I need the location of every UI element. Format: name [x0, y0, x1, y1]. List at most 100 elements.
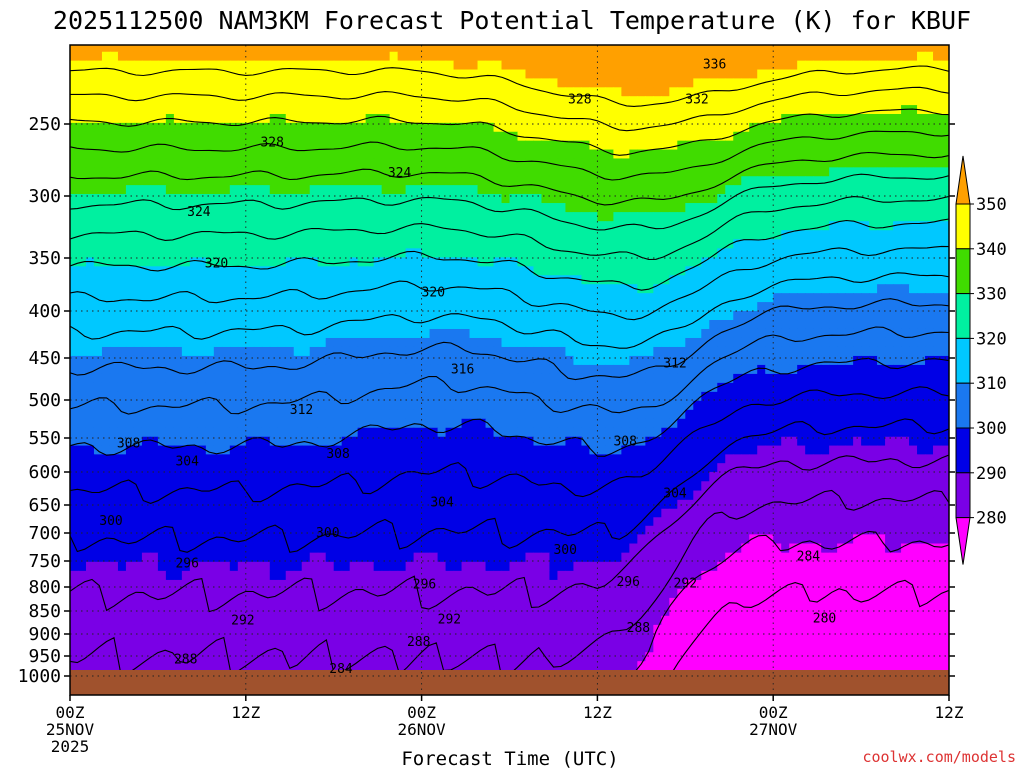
band-cell [469, 60, 479, 71]
band-cell [845, 266, 854, 276]
band-cell [605, 230, 614, 240]
band-cell [117, 51, 127, 62]
band-cell [669, 311, 678, 321]
band-cell [405, 69, 415, 80]
band-cell [941, 113, 949, 124]
band-cell [70, 176, 79, 186]
band-cell [117, 140, 127, 151]
band-cell [101, 293, 111, 303]
band-cell [541, 45, 551, 53]
band-cell [821, 355, 830, 366]
band-cell [477, 302, 487, 312]
band-cell [109, 167, 119, 177]
band-cell [333, 266, 343, 276]
band-cell [637, 149, 646, 160]
band-cell [357, 78, 367, 88]
band-cell [725, 122, 734, 133]
band-cell [877, 203, 886, 213]
band-cell [189, 69, 199, 80]
band-cell [221, 69, 231, 80]
band-cell [933, 60, 942, 71]
band-cell [422, 34, 431, 43]
band-cell [117, 302, 127, 312]
band-cell [573, 257, 583, 267]
band-cell [853, 275, 862, 285]
band-cell [725, 248, 734, 258]
band-cell [557, 266, 567, 276]
band-cell [565, 149, 575, 160]
band-cell [509, 284, 519, 294]
band-cell [437, 96, 447, 106]
band-cell [205, 275, 215, 285]
band-cell [925, 212, 934, 222]
band-cell [477, 230, 487, 240]
band-cell [405, 257, 415, 267]
band-cell [845, 230, 854, 240]
band-cell [205, 113, 215, 124]
band-cell [773, 105, 782, 115]
band-cell [381, 194, 391, 204]
band-cell [341, 105, 351, 115]
band-cell [269, 158, 279, 168]
band-cell [581, 284, 591, 294]
band-cell [605, 131, 614, 142]
band-cell [541, 78, 551, 88]
band-cell [749, 257, 758, 267]
band-cell [165, 275, 175, 285]
band-cell [933, 293, 942, 303]
band-cell [229, 230, 239, 240]
band-cell [565, 69, 575, 80]
band-cell [861, 158, 870, 168]
band-cell [133, 45, 143, 53]
band-cell [797, 203, 806, 213]
band-cell [853, 185, 862, 195]
band-cell [445, 185, 455, 195]
band-cell [93, 69, 103, 80]
band-cell [205, 149, 215, 160]
band-cell [813, 275, 822, 285]
band-cell [709, 60, 718, 71]
band-cell [733, 194, 742, 204]
band-cell [645, 328, 654, 339]
band-cell [501, 221, 511, 231]
band-cell [765, 337, 774, 348]
band-cell [757, 176, 766, 186]
band-cell [437, 248, 447, 258]
band-cell [701, 176, 710, 186]
band-cell [181, 311, 191, 321]
band-cell [261, 239, 271, 249]
band-cell [389, 293, 399, 303]
band-cell [149, 122, 159, 133]
band-cell [501, 346, 511, 357]
band-cell [501, 328, 511, 339]
band-cell [821, 239, 830, 249]
band-cell [93, 302, 103, 312]
band-cell [261, 131, 271, 142]
band-cell [133, 51, 143, 62]
band-cell [421, 113, 431, 124]
band-cell [325, 96, 335, 106]
band-cell [197, 167, 207, 177]
band-cell [781, 185, 790, 195]
band-cell [269, 337, 279, 348]
band-cell [565, 78, 575, 88]
band-cell [374, 34, 383, 43]
band-cell [109, 203, 119, 213]
band-cell [589, 212, 598, 222]
band-cell [933, 69, 942, 80]
band-cell [597, 78, 606, 88]
band-cell [845, 149, 854, 160]
band-cell [133, 328, 143, 339]
band-cell [501, 355, 511, 366]
band-cell [893, 293, 902, 303]
band-cell [677, 34, 686, 43]
band-cell [149, 131, 159, 142]
band-cell [645, 320, 654, 330]
band-cell [70, 140, 79, 151]
band-cell [469, 311, 479, 321]
band-cell [269, 328, 279, 339]
band-cell [669, 364, 678, 375]
band-cell [581, 69, 591, 80]
band-cell [781, 140, 790, 151]
band-cell [453, 51, 463, 62]
